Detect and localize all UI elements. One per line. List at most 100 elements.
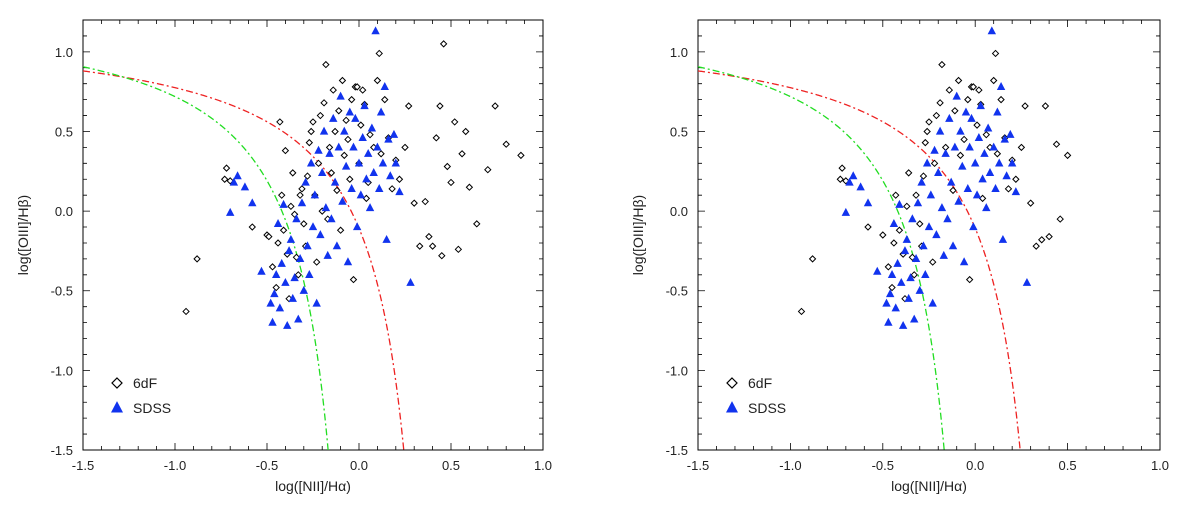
point-sdss <box>1022 277 1032 286</box>
legend-label-sdss: SDSS <box>133 400 171 416</box>
point-sdss <box>891 303 900 312</box>
point-6df <box>923 127 931 136</box>
point-sdss <box>856 182 865 191</box>
point-sdss <box>290 273 299 282</box>
point-sdss <box>266 298 275 307</box>
point-sdss <box>292 214 301 223</box>
legend-marker-sdss <box>726 401 738 413</box>
plot-frame <box>697 19 1161 451</box>
kewley-curve <box>83 70 405 450</box>
point-6df <box>436 102 444 110</box>
point-sdss <box>995 158 1004 167</box>
point-6df <box>473 220 481 228</box>
point-6df <box>904 169 913 177</box>
point-sdss <box>887 269 897 278</box>
point-6df <box>973 121 981 129</box>
point-sdss <box>969 222 978 231</box>
point-6df <box>335 107 343 115</box>
point-sdss <box>922 158 932 167</box>
point-6df <box>346 175 354 183</box>
point-sdss <box>965 142 974 151</box>
point-6df <box>991 49 1000 58</box>
point-sdss <box>295 254 305 263</box>
x-axis-label: log([NII]/Hα) <box>275 478 351 494</box>
point-sdss <box>373 142 382 151</box>
point-6df <box>357 121 365 129</box>
point-6df <box>808 255 817 263</box>
point-6df <box>432 134 440 142</box>
point-6df <box>342 116 350 125</box>
point-6df <box>484 165 492 174</box>
point-sdss <box>365 203 375 212</box>
point-sdss <box>996 82 1006 91</box>
legend: 6dF SDSS <box>111 375 171 416</box>
point-6df <box>353 83 361 91</box>
point-6df <box>331 127 339 136</box>
point-6df <box>517 151 525 160</box>
point-sdss <box>971 158 980 167</box>
point-sdss <box>406 277 415 286</box>
point-6df <box>450 118 459 126</box>
point-6df <box>888 283 896 292</box>
point-6df <box>375 49 383 58</box>
point-6df <box>938 60 946 69</box>
point-6df <box>222 164 231 172</box>
point-sdss <box>347 183 356 192</box>
point-6df <box>395 175 404 183</box>
point-sdss <box>301 177 310 186</box>
point-6df <box>333 186 341 195</box>
point-sdss <box>321 203 331 212</box>
point-sdss <box>987 26 997 35</box>
point-sdss <box>369 168 378 177</box>
series-6df <box>797 49 1072 316</box>
point-sdss <box>367 123 377 132</box>
point-6df <box>248 223 256 231</box>
y-tick-label: -1.0 <box>666 363 688 378</box>
series-sdss <box>226 26 415 329</box>
point-6df <box>320 99 328 107</box>
point-sdss <box>395 187 404 196</box>
point-6df <box>1045 232 1053 241</box>
point-6df <box>278 191 286 199</box>
point-6df <box>307 127 315 136</box>
point-6df <box>502 140 510 148</box>
point-sdss <box>978 174 987 183</box>
point-sdss <box>952 91 961 100</box>
point-6df <box>964 95 972 104</box>
point-6df <box>281 146 290 155</box>
point-6df <box>340 151 348 160</box>
x-tick-label: 1.0 <box>1151 458 1169 473</box>
point-sdss <box>352 222 362 231</box>
point-6df <box>1041 102 1050 110</box>
point-sdss <box>275 303 285 312</box>
point-sdss <box>338 196 347 205</box>
point-sdss <box>343 257 353 266</box>
point-6df <box>903 202 911 211</box>
legend-marker-6df <box>726 377 738 389</box>
point-6df <box>274 239 282 247</box>
point-6df <box>322 60 330 69</box>
point-sdss <box>841 207 851 216</box>
point-6df <box>377 150 385 158</box>
point-sdss <box>915 285 924 294</box>
point-sdss <box>982 203 991 212</box>
point-6df <box>362 194 371 203</box>
y-tick-label: 0.5 <box>55 124 73 139</box>
x-tick-label: -0.5 <box>256 458 278 473</box>
point-6df <box>404 102 413 110</box>
plot-frame <box>82 19 544 451</box>
point-sdss <box>989 142 998 151</box>
point-sdss <box>378 158 388 167</box>
point-6df <box>305 138 314 147</box>
point-6df <box>954 76 963 85</box>
point-6df <box>347 95 356 104</box>
point-sdss <box>391 158 400 167</box>
point-6df <box>997 95 1005 104</box>
point-6df <box>1021 102 1029 110</box>
point-6df <box>303 172 312 180</box>
point-6df <box>1052 140 1061 148</box>
point-sdss <box>240 182 250 191</box>
y-tick-label: 0.0 <box>670 204 688 219</box>
point-sdss <box>893 258 902 267</box>
